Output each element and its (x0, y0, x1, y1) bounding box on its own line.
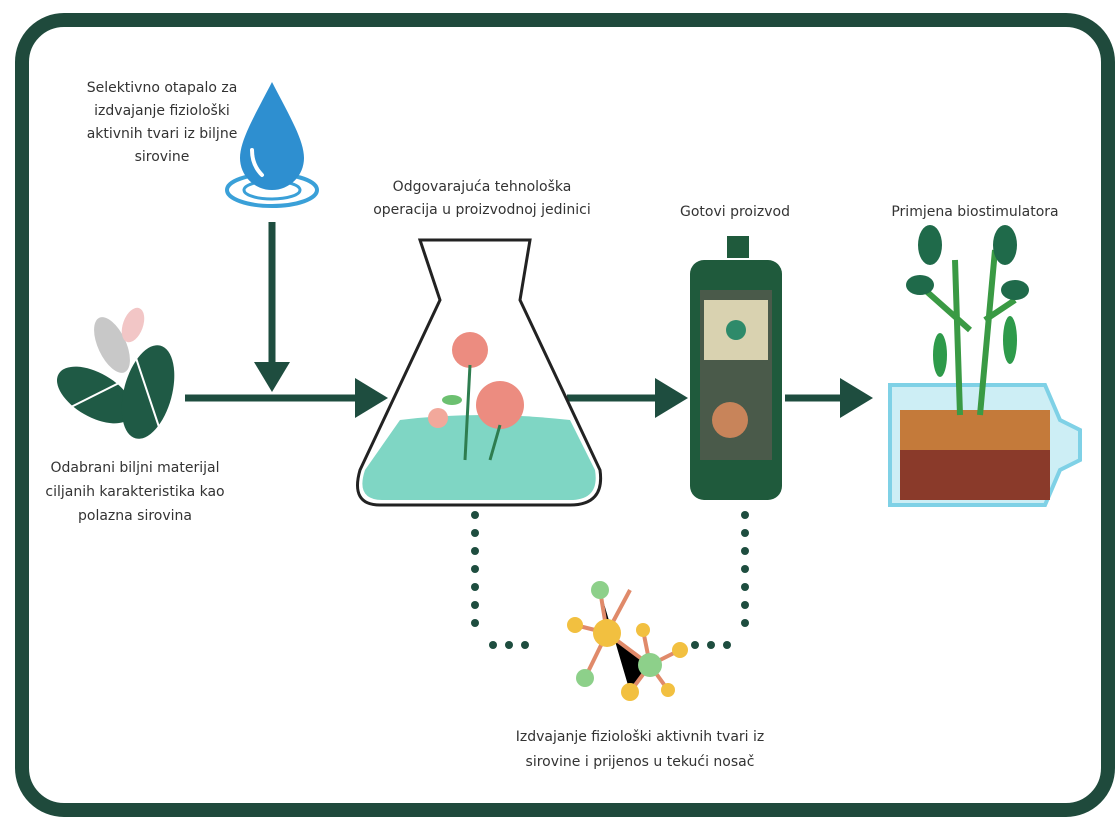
node-label: Odabrani biljni materijal (50, 460, 219, 476)
dot (471, 583, 479, 591)
node-label: Selektivno otapalo za (87, 80, 238, 96)
dot (471, 601, 479, 609)
dot (505, 641, 513, 649)
node-label: izdvajanje fiziološki (94, 103, 230, 119)
dot (489, 641, 497, 649)
dot (741, 511, 749, 519)
node-label: aktivnih tvari iz biljne (87, 126, 238, 142)
node-label: Gotovi proizvod (680, 204, 790, 220)
diagram: Selektivno otapalo za izdvajanje fiziološ… (0, 0, 1119, 827)
node-label: polazna sirovina (78, 508, 192, 524)
dot (691, 641, 699, 649)
product-bottle-icon (690, 236, 782, 500)
node-label: Izdvajanje fiziološki aktivnih tvari iz (516, 729, 764, 745)
node-label: sirovine i prijenos u tekući nosač (526, 754, 755, 770)
node-label: ciljanih karakteristika kao (45, 484, 224, 500)
dot (521, 641, 529, 649)
dot (707, 641, 715, 649)
node-label: Primjena biostimulatora (891, 204, 1058, 220)
dot (741, 601, 749, 609)
dot (741, 529, 749, 537)
node-label: operacija u proizvodnoj jedinici (373, 202, 591, 218)
dot (471, 565, 479, 573)
dot (723, 641, 731, 649)
dot (471, 529, 479, 537)
dot (741, 583, 749, 591)
dot (741, 619, 749, 627)
dot (471, 547, 479, 555)
dot (741, 547, 749, 555)
dot (741, 565, 749, 573)
dot (471, 619, 479, 627)
node-label: sirovine (135, 149, 190, 165)
node-label: Odgovarajuća tehnološka (393, 179, 572, 195)
dot (471, 511, 479, 519)
